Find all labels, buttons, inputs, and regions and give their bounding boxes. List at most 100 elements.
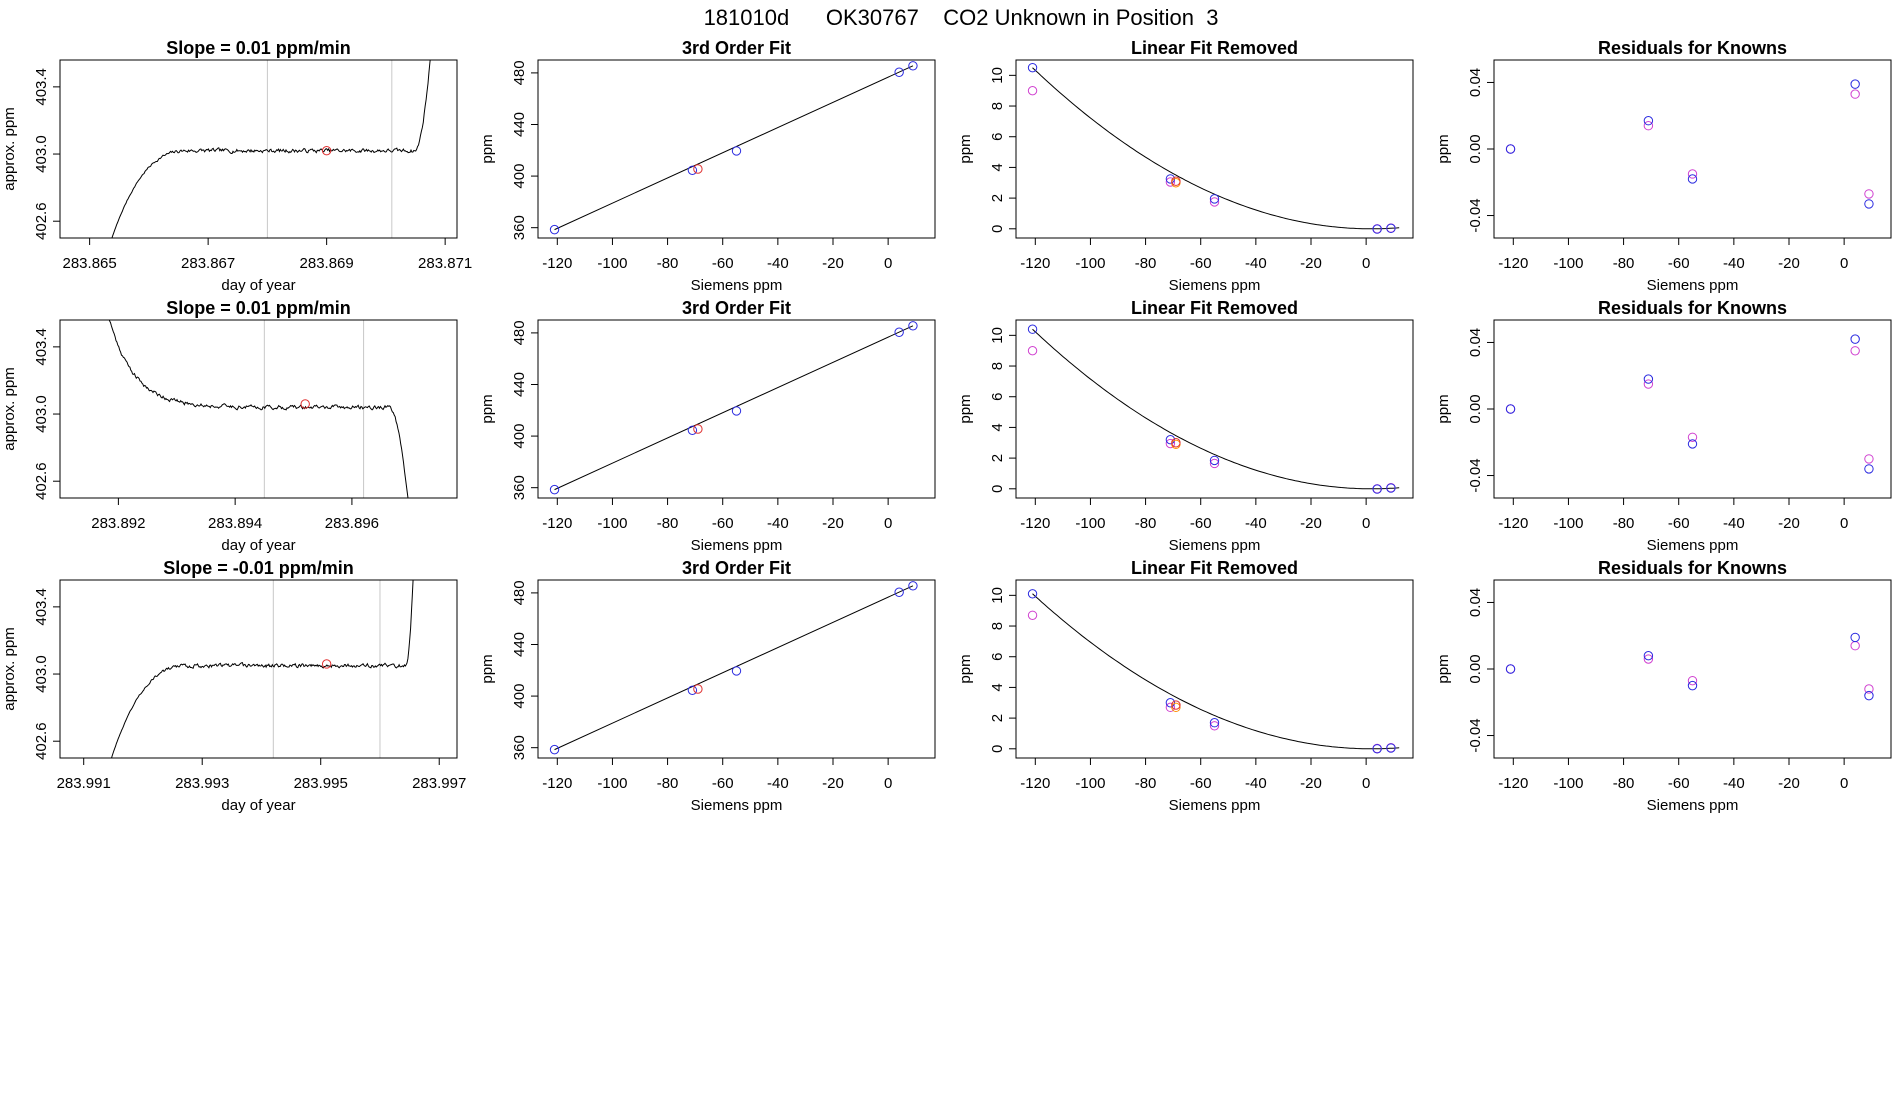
residual-point	[1850, 79, 1860, 89]
panel-title: 3rd Order Fit	[682, 38, 791, 58]
panel-linear_removed-row3: Linear Fit Removed Siemens ppm ppm -120 -100…	[957, 558, 1414, 814]
y-tick-label: 440	[511, 372, 528, 397]
y-tick-label: 400	[511, 424, 528, 449]
plot-frame	[537, 59, 936, 239]
plot-frame	[1493, 319, 1892, 499]
known-point	[894, 327, 904, 337]
x-tick-label: -20	[1778, 255, 1800, 272]
x-tick-label: -20	[1300, 515, 1322, 532]
known-point	[731, 406, 742, 416]
plot-frame	[59, 579, 458, 759]
residual-point	[1687, 439, 1698, 449]
y-tick-label: 440	[511, 112, 528, 137]
panel-title: Linear Fit Removed	[1131, 558, 1298, 578]
plot-area	[549, 321, 918, 495]
known-point	[1372, 744, 1382, 754]
y-tick-label: -0.04	[1467, 718, 1484, 752]
x-tick-label: -80	[1613, 255, 1635, 272]
residual-point-alt	[1850, 346, 1860, 356]
y-axis-label: approx. ppm	[1, 367, 18, 450]
panel-title: Linear Fit Removed	[1131, 298, 1298, 318]
x-axis-label: Siemens ppm	[691, 537, 783, 554]
known-point-alt	[1165, 177, 1176, 187]
x-tick-label: -60	[1190, 775, 1212, 792]
x-axis-label: Siemens ppm	[1647, 797, 1739, 814]
x-tick-label: -80	[657, 775, 679, 792]
residual-point-alt	[1864, 189, 1874, 199]
panel-residuals-row3: Residuals for Knowns Siemens ppm ppm -120 -1…	[1435, 558, 1892, 814]
x-tick-label: -100	[1553, 255, 1583, 272]
known-point	[908, 61, 918, 71]
panel-title: 3rd Order Fit	[682, 558, 791, 578]
y-tick-label: 4	[989, 683, 1006, 691]
known-point-alt	[1027, 85, 1038, 96]
known-point	[1372, 484, 1382, 494]
plot-area	[108, 320, 409, 498]
x-tick-label: 283.894	[208, 515, 262, 532]
y-tick-label: 4	[989, 163, 1006, 171]
y-tick-label: 402.6	[33, 722, 50, 760]
x-tick-label: -60	[1190, 515, 1212, 532]
known-point	[687, 165, 698, 175]
known-point-alt	[1165, 702, 1176, 713]
y-tick-label: 480	[511, 320, 528, 345]
plot-frame	[59, 319, 458, 499]
known-point	[1386, 743, 1396, 753]
y-tick-label: 2	[989, 714, 1006, 722]
known-point	[1209, 194, 1220, 204]
x-axis-label: Siemens ppm	[1169, 537, 1261, 554]
y-axis-label: ppm	[957, 394, 974, 423]
plot-area	[1505, 334, 1874, 474]
x-tick-label: -100	[1075, 775, 1105, 792]
known-point	[894, 587, 904, 597]
residual-point-alt	[1864, 684, 1874, 694]
x-tick-label: 283.867	[181, 255, 235, 272]
x-tick-label: -60	[1668, 515, 1690, 532]
x-tick-label: -100	[1075, 255, 1105, 272]
y-tick-label: 6	[989, 653, 1006, 661]
known-point-alt	[1209, 458, 1220, 469]
y-tick-label: 0.00	[1467, 134, 1484, 163]
y-axis-label: approx. ppm	[1, 107, 18, 190]
panel-linear_removed-row1: Linear Fit Removed Siemens ppm ppm -120 -100…	[957, 38, 1414, 294]
panel-residuals-row2: Residuals for Knowns Siemens ppm ppm -120 -1…	[1435, 298, 1892, 554]
panel-title: Linear Fit Removed	[1131, 38, 1298, 58]
y-tick-label: 10	[989, 327, 1006, 344]
x-tick-label: -20	[1778, 515, 1800, 532]
y-axis-label: ppm	[1435, 134, 1452, 163]
plot-frame	[537, 579, 936, 759]
x-tick-label: -20	[1300, 255, 1322, 272]
x-tick-label: 283.869	[300, 255, 354, 272]
residual-point	[1643, 116, 1654, 126]
x-tick-label: -20	[1778, 775, 1800, 792]
x-tick-label: -40	[1723, 255, 1745, 272]
curvature-fit	[1032, 328, 1400, 490]
x-tick-label: -80	[1135, 515, 1157, 532]
unknown-mean-point	[321, 659, 332, 669]
residual-point	[1505, 404, 1516, 414]
plot-area	[111, 580, 414, 758]
x-tick-label: -80	[1613, 775, 1635, 792]
x-tick-label: -120	[542, 255, 572, 272]
panel-residuals-row1: Residuals for Knowns Siemens ppm ppm -120 -1…	[1435, 38, 1892, 294]
y-tick-label: 0.04	[1467, 588, 1484, 617]
known-point	[908, 321, 918, 331]
y-tick-label: 480	[511, 60, 528, 85]
panel-time-row3: Slope = -0.01 ppm/min day of year approx. …	[1, 558, 466, 814]
y-tick-label: 0.04	[1467, 68, 1484, 97]
x-tick-label: -120	[1498, 255, 1528, 272]
y-tick-label: 360	[511, 475, 528, 500]
plot-frame	[1015, 579, 1414, 759]
residual-point-alt	[1687, 675, 1698, 686]
known-point-alt	[1027, 345, 1038, 356]
residual-point	[1850, 632, 1860, 643]
x-tick-label: -20	[1300, 775, 1322, 792]
panel-title: Residuals for Knowns	[1598, 38, 1787, 58]
y-tick-label: 0.00	[1467, 394, 1484, 423]
x-tick-label: -60	[1190, 255, 1212, 272]
panel-fit-row1: 3rd Order Fit Siemens ppm ppm -120 -100 -80 -6…	[479, 38, 936, 294]
unknown-point	[693, 684, 703, 694]
residual-point-alt	[1850, 89, 1860, 99]
residual-point-alt	[1643, 121, 1654, 131]
x-tick-label: -80	[657, 515, 679, 532]
